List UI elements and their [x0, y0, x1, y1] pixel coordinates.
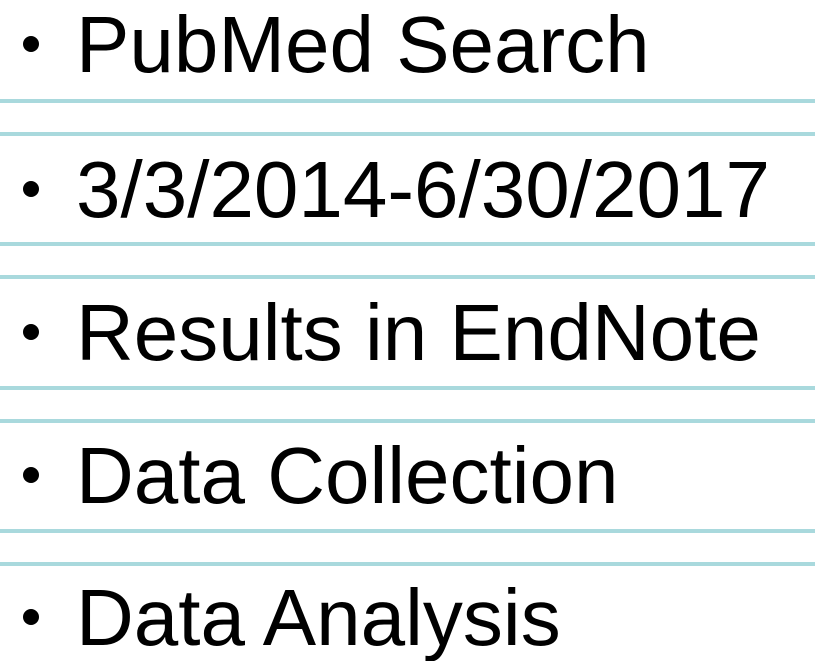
bullet [23, 609, 39, 625]
bullet [23, 324, 39, 340]
bullet-text: PubMed Search [76, 0, 650, 89]
bullet-text: 3/3/2014-6/30/2017 [76, 145, 770, 234]
bullet [23, 36, 39, 52]
bullet-text: Results in EndNote [76, 288, 761, 377]
bullet [23, 467, 39, 483]
bullet [23, 181, 39, 197]
bullet-text: Data Analysis [76, 573, 561, 661]
bullet-text: Data Collection [76, 431, 619, 520]
